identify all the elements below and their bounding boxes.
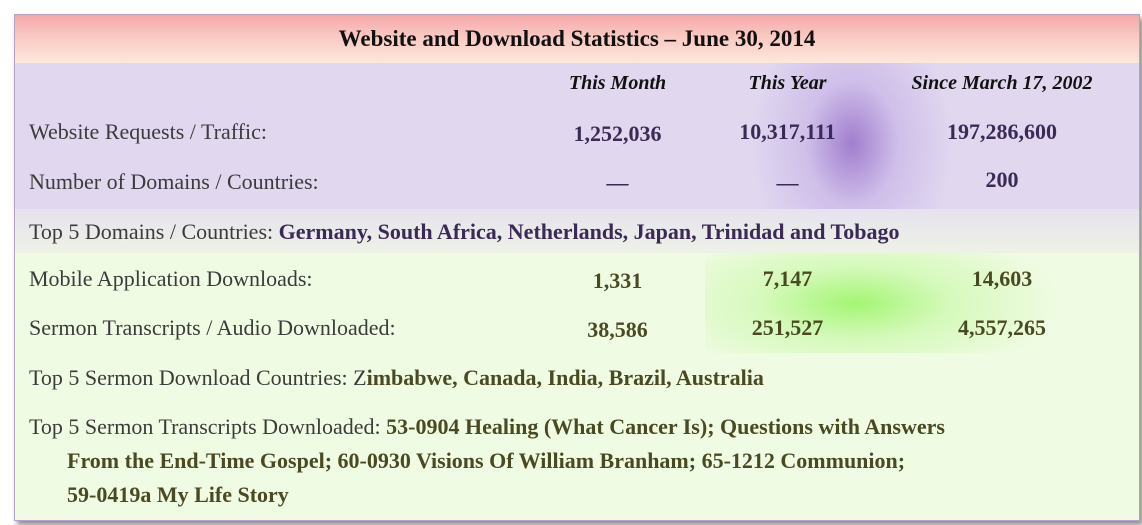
green-highlight (705, 253, 1135, 353)
top-domains-line: Top 5 Domains / Countries: Germany, Sout… (29, 219, 899, 245)
column-header-this-year: This Year (748, 72, 827, 94)
top-sermon-countries-label: Top 5 Sermon Download Countries: Z (29, 365, 367, 390)
row-label-website-requests: Website Requests / Traffic: (29, 119, 267, 144)
purple-highlight (711, 63, 1011, 209)
value-sermons-month: 38,586 (587, 317, 648, 342)
top-transcripts-line2: From the End-Time Gospel; 60-0930 Vision… (67, 448, 906, 473)
row-label-sermon-transcripts: Sermon Transcripts / Audio Downloaded: (29, 315, 396, 340)
value-sermons-total: 4,557,265 (958, 315, 1046, 340)
value-mobile-year: 7,147 (762, 266, 813, 291)
top-sermon-countries-value: imbabwe, Canada, India, Brazil, Australi… (366, 365, 764, 390)
value-domains-year: — (776, 170, 799, 195)
value-domains-total: 200 (985, 167, 1019, 192)
statistics-panel: Website and Download Statistics – June 3… (14, 14, 1140, 521)
top-transcripts-line3: 59-0419a My Life Story (67, 482, 289, 507)
domains-band (15, 209, 1139, 253)
top-sermon-countries-line: Top 5 Sermon Download Countries: Zimbabw… (29, 365, 764, 391)
value-domains-month: — (606, 170, 629, 195)
top-transcripts-label: Top 5 Sermon Transcripts Downloaded: (29, 414, 387, 439)
value-requests-total: 197,286,600 (947, 119, 1057, 144)
top-domains-label: Top 5 Domains / Countries: (29, 219, 279, 244)
value-sermons-year: 251,527 (751, 315, 824, 340)
column-header-since-2002: Since March 17, 2002 (911, 72, 1093, 94)
value-mobile-total: 14,603 (971, 266, 1033, 291)
top-domains-value: Germany, South Africa, Netherlands, Japa… (278, 219, 900, 244)
value-requests-year: 10,317,111 (739, 119, 836, 144)
row-label-domains: Number of Domains / Countries: (29, 169, 319, 194)
column-header-this-month: This Month (568, 72, 667, 94)
value-mobile-month: 1,331 (592, 268, 643, 293)
top-transcripts-line: Top 5 Sermon Transcripts Downloaded: 53-… (29, 414, 945, 440)
row-label-mobile-downloads: Mobile Application Downloads: (29, 266, 313, 291)
value-requests-month: 1,252,036 (573, 121, 662, 146)
top-transcripts-line1: 53-0904 Healing (What Cancer Is); Questi… (386, 414, 945, 439)
title-band (15, 15, 1139, 63)
page-title: Website and Download Statistics – June 3… (338, 26, 816, 51)
